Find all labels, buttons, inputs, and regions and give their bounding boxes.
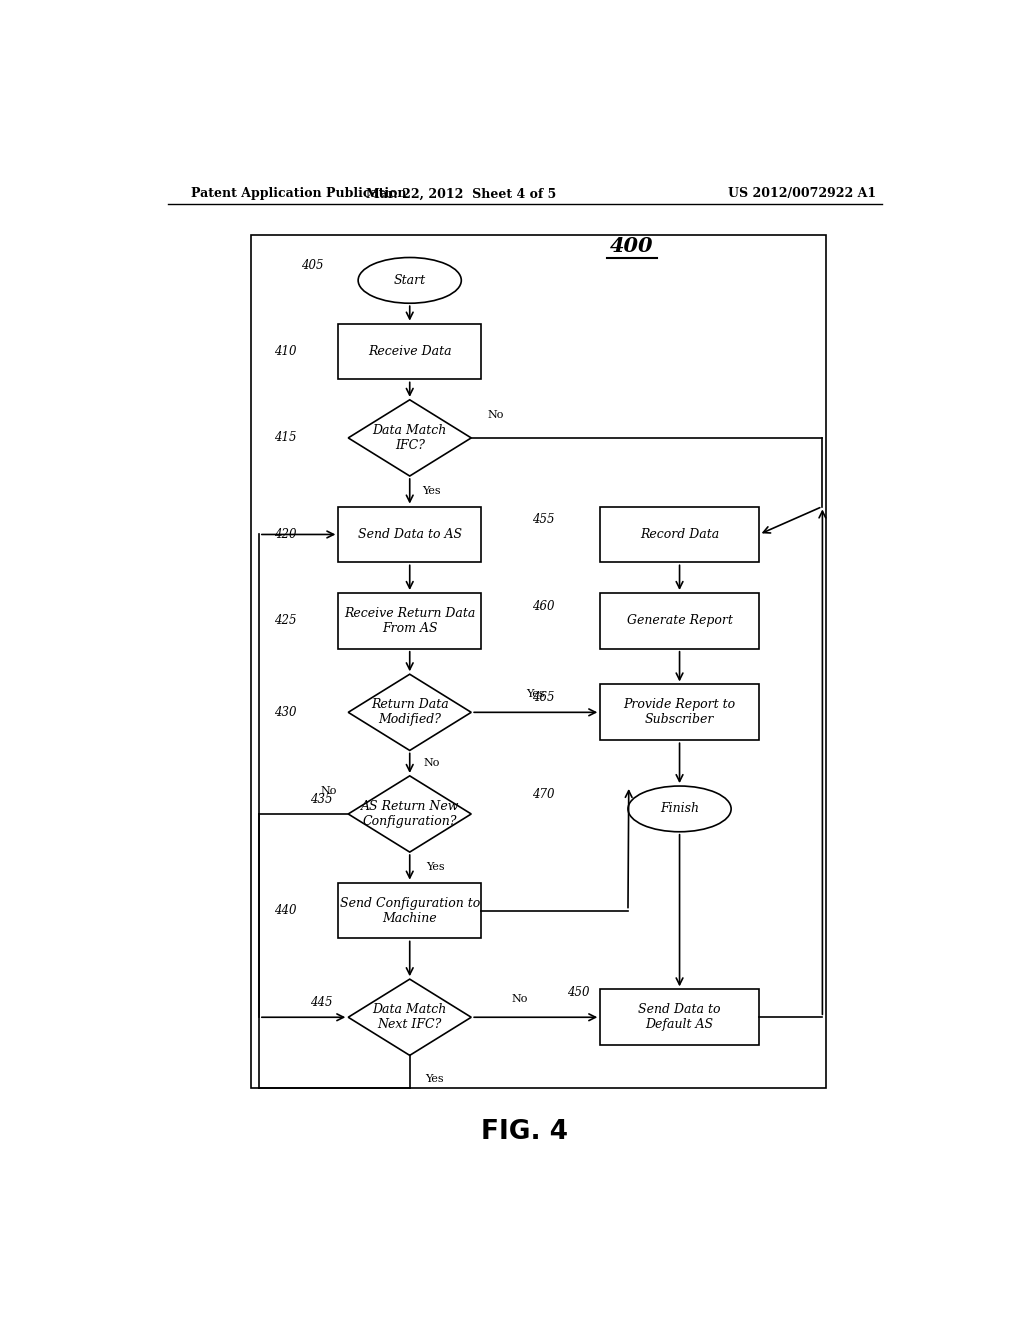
Text: Record Data: Record Data (640, 528, 719, 541)
Text: Data Match
Next IFC?: Data Match Next IFC? (373, 1003, 446, 1031)
Text: AS Return New
Configuration?: AS Return New Configuration? (360, 800, 459, 828)
Text: Data Match
IFC?: Data Match IFC? (373, 424, 446, 451)
FancyBboxPatch shape (338, 323, 481, 379)
Text: 470: 470 (532, 788, 555, 801)
Text: Return Data
Modified?: Return Data Modified? (371, 698, 449, 726)
Text: No: No (487, 409, 504, 420)
Text: 455: 455 (532, 513, 555, 527)
Text: Yes: Yes (426, 862, 444, 873)
Text: Send Configuration to
Machine: Send Configuration to Machine (340, 896, 480, 924)
Text: Provide Report to
Subscriber: Provide Report to Subscriber (624, 698, 735, 726)
Text: Mar. 22, 2012  Sheet 4 of 5: Mar. 22, 2012 Sheet 4 of 5 (367, 187, 556, 201)
Text: 460: 460 (532, 599, 555, 612)
Text: No: No (321, 785, 337, 796)
Text: No: No (424, 758, 440, 768)
Text: Yes: Yes (423, 486, 441, 496)
FancyBboxPatch shape (600, 684, 759, 741)
Text: FIG. 4: FIG. 4 (481, 1119, 568, 1146)
Text: 445: 445 (310, 997, 333, 1008)
Text: Send Data to
Default AS: Send Data to Default AS (638, 1003, 721, 1031)
FancyBboxPatch shape (338, 883, 481, 939)
Text: Finish: Finish (660, 803, 699, 816)
Text: Start: Start (393, 273, 426, 286)
Text: 415: 415 (273, 432, 296, 445)
Polygon shape (348, 675, 471, 751)
Text: 440: 440 (273, 904, 296, 917)
Text: 450: 450 (567, 986, 590, 999)
Text: Yes: Yes (526, 689, 545, 700)
FancyBboxPatch shape (600, 989, 759, 1045)
Text: Send Data to AS: Send Data to AS (357, 528, 462, 541)
Ellipse shape (628, 785, 731, 832)
Text: 425: 425 (273, 614, 296, 627)
Text: 465: 465 (532, 692, 555, 704)
Text: 435: 435 (310, 793, 333, 805)
FancyBboxPatch shape (600, 593, 759, 649)
Text: 405: 405 (301, 259, 324, 272)
Text: Yes: Yes (426, 1073, 444, 1084)
Text: 400: 400 (610, 236, 653, 256)
Text: 420: 420 (273, 528, 296, 541)
Text: Patent Application Publication: Patent Application Publication (191, 187, 407, 201)
Text: 430: 430 (273, 706, 296, 719)
Text: 410: 410 (273, 345, 296, 358)
Text: Generate Report: Generate Report (627, 614, 732, 627)
Polygon shape (348, 400, 471, 477)
FancyBboxPatch shape (338, 593, 481, 649)
FancyBboxPatch shape (600, 507, 759, 562)
Polygon shape (348, 776, 471, 853)
Text: Receive Return Data
From AS: Receive Return Data From AS (344, 607, 475, 635)
Text: US 2012/0072922 A1: US 2012/0072922 A1 (728, 187, 877, 201)
Polygon shape (348, 979, 471, 1056)
Text: Receive Data: Receive Data (368, 345, 452, 358)
Ellipse shape (358, 257, 461, 304)
FancyBboxPatch shape (338, 507, 481, 562)
Text: No: No (512, 994, 528, 1005)
